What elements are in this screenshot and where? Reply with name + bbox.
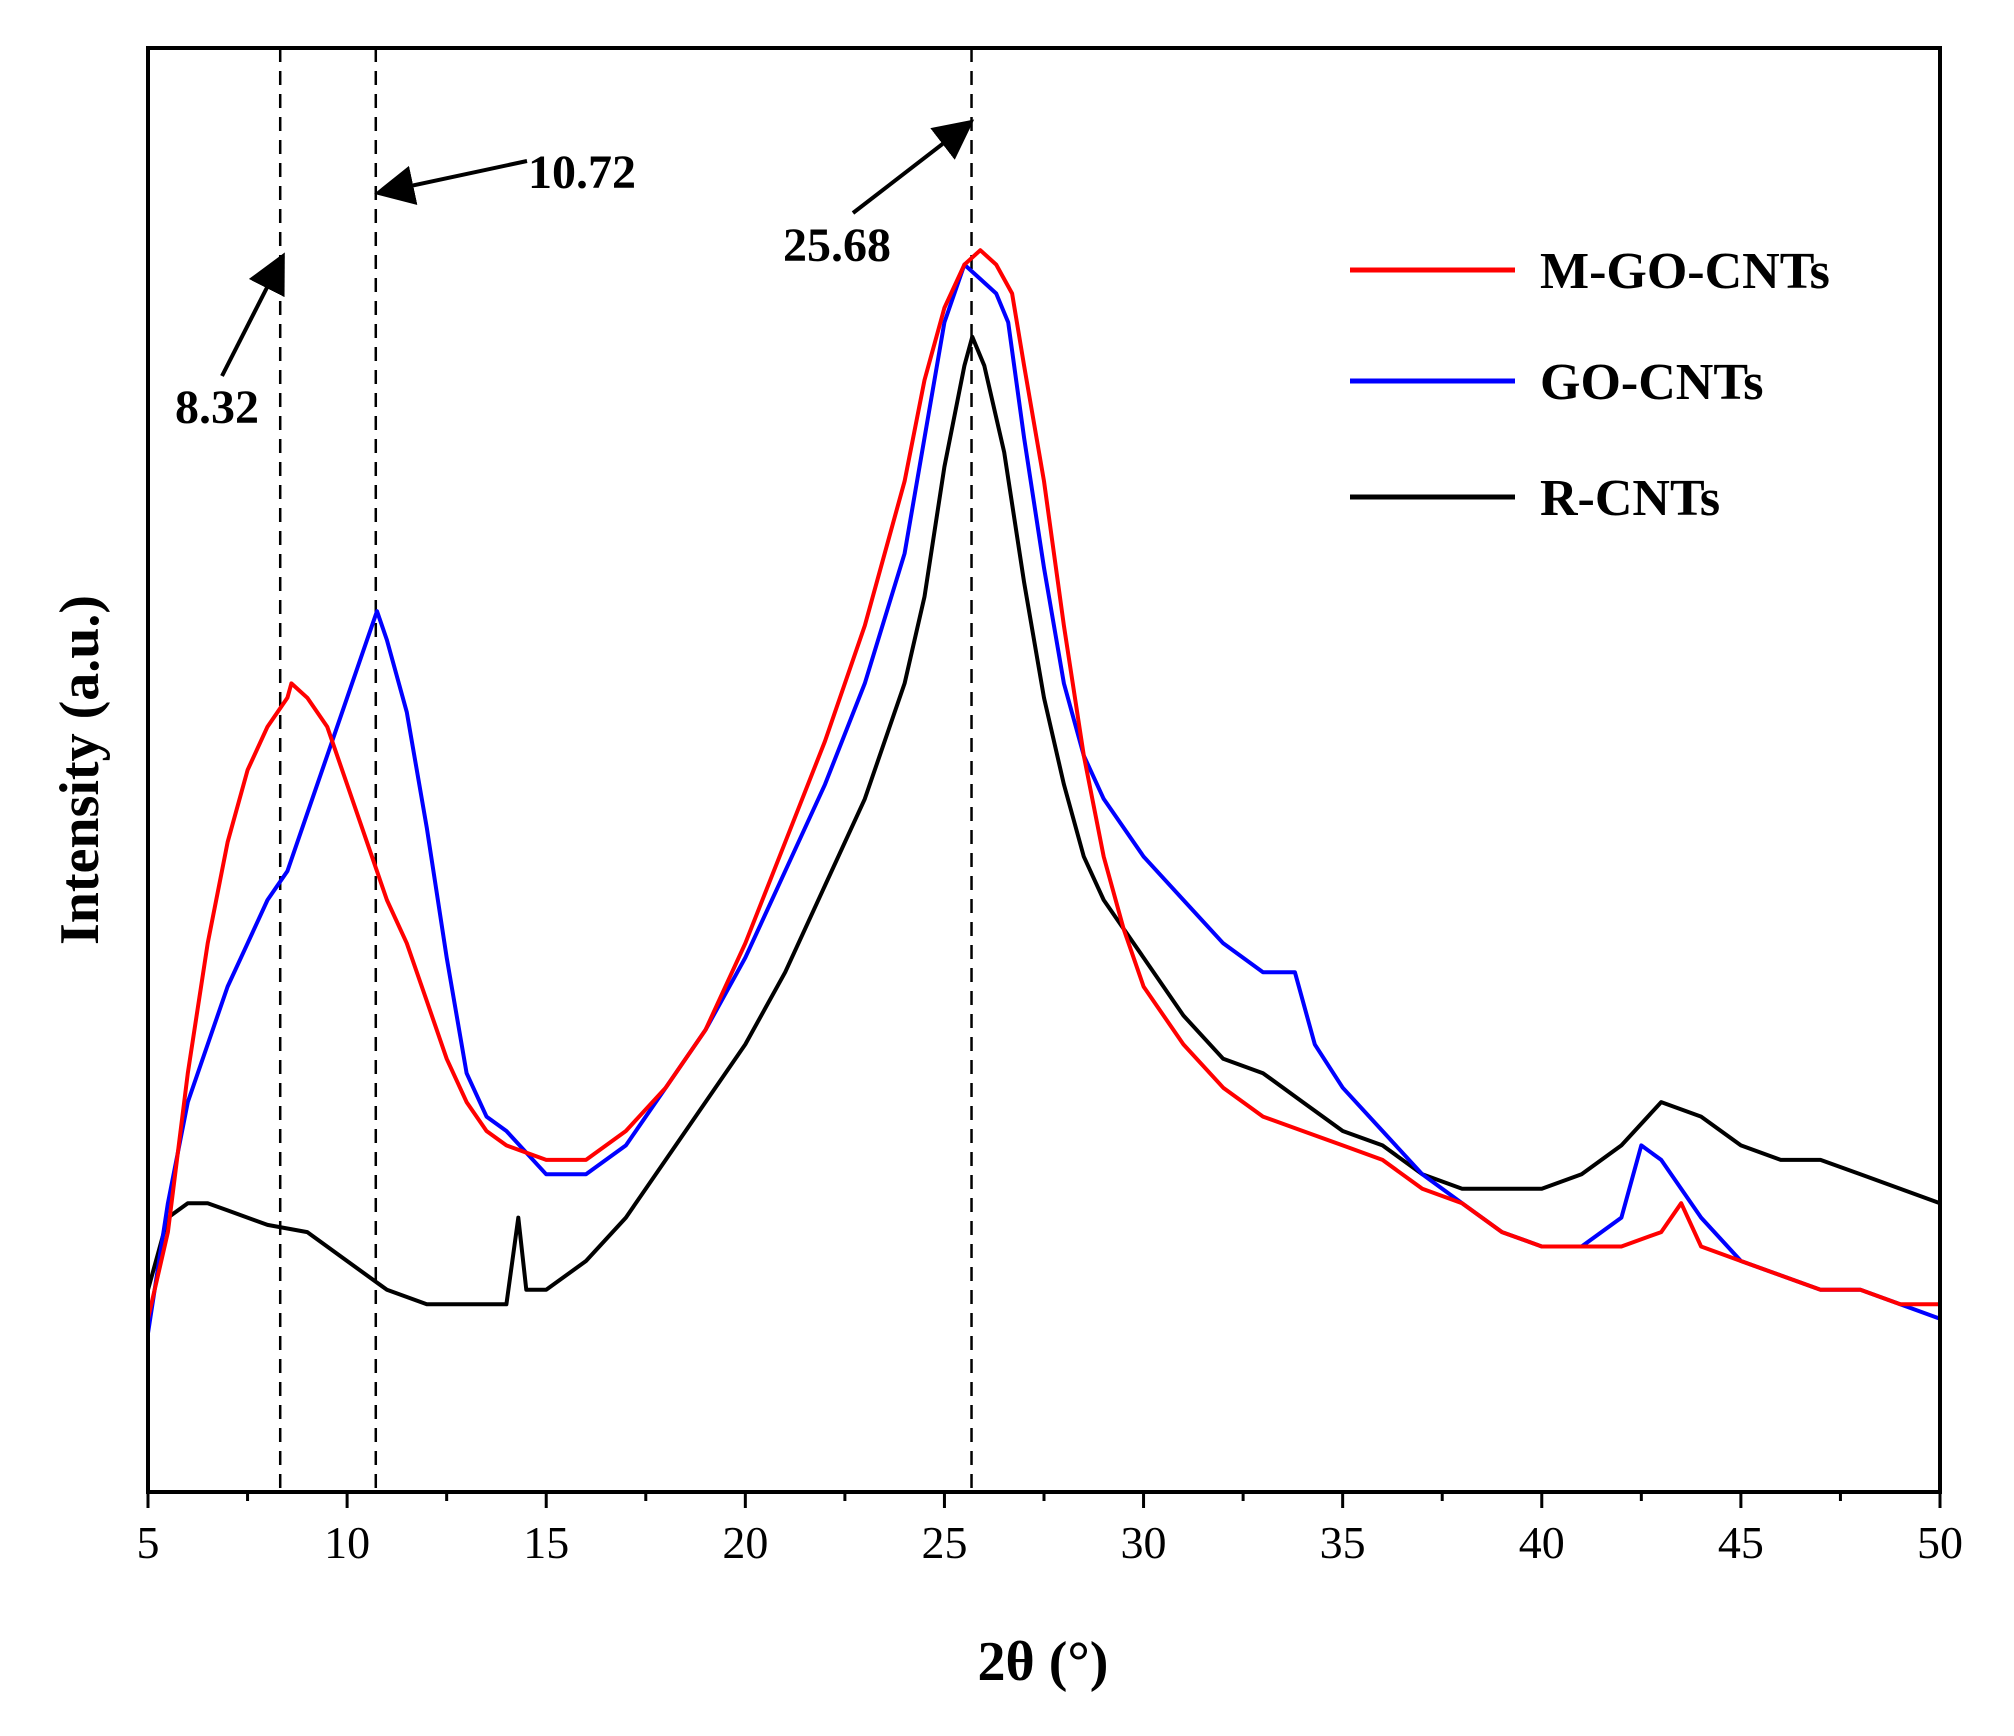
x-tick-label-45: 45 <box>1718 1517 1764 1568</box>
legend-label-r-cnts: R-CNTs <box>1540 470 1720 527</box>
series-line-m-go-cnts <box>148 248 1940 1320</box>
x-tick-label-5: 5 <box>137 1517 160 1568</box>
x-axis-title: 2θ (°) <box>978 1631 1109 1693</box>
y-axis-title: Intensity (a.u.) <box>49 595 111 945</box>
x-tick-label-40: 40 <box>1519 1517 1565 1568</box>
x-tick-label-20: 20 <box>722 1517 768 1568</box>
series-line-r-cnts <box>148 334 1940 1307</box>
x-tick-label-30: 30 <box>1121 1517 1167 1568</box>
x-tick-label-15: 15 <box>523 1517 569 1568</box>
peak-annotations: 8.32 10.72 25.68 <box>175 119 975 434</box>
annotation-arrow-25-68 <box>851 119 975 215</box>
series-group <box>148 248 1940 1334</box>
annotation-arrow-8-32 <box>220 252 285 377</box>
legend-label-m-go-cnts: M-GO-CNTs <box>1540 243 1830 300</box>
x-axis: 5 10 15 20 25 30 35 40 45 50 <box>137 1492 1963 1568</box>
annotation-arrow-10-72 <box>374 159 528 205</box>
x-tick-label-25: 25 <box>921 1517 967 1568</box>
annotation-label-25-68: 25.68 <box>783 219 891 272</box>
x-tick-label-10: 10 <box>324 1517 370 1568</box>
annotation-label-10-72: 10.72 <box>528 146 636 199</box>
annotation-label-8-32: 8.32 <box>175 381 259 434</box>
x-tick-label-50: 50 <box>1917 1517 1963 1568</box>
legend: M-GO-CNTs GO-CNTs R-CNTs <box>1350 243 1830 527</box>
x-tick-label-35: 35 <box>1320 1517 1366 1568</box>
legend-label-go-cnts: GO-CNTs <box>1540 354 1763 411</box>
